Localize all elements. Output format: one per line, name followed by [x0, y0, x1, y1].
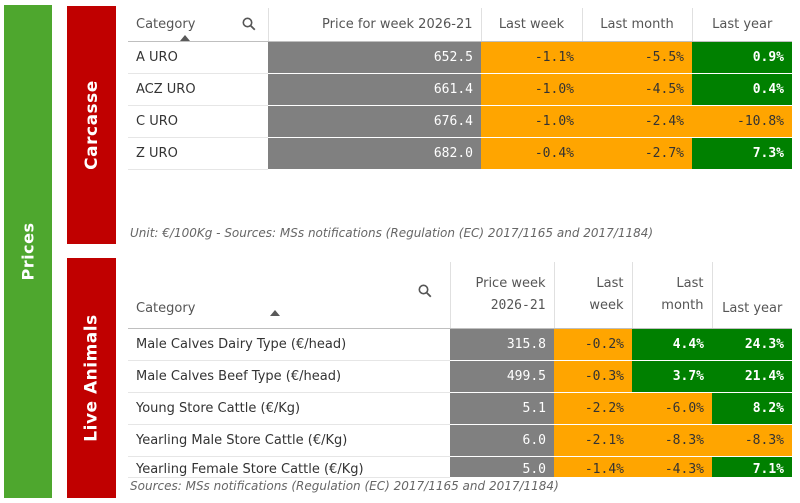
column-header-label: Category: [136, 17, 196, 32]
column-header-last-month[interactable]: Last month: [581, 8, 692, 42]
column-header-last-week-line2: week: [589, 298, 624, 313]
cell-price: 682.0: [268, 137, 481, 170]
cell-last-year: 21.4%: [712, 360, 792, 393]
live-animals-source-note: Sources: MSs notifications (Regulation (…: [130, 479, 559, 493]
carcasse-table: Category Price for week 2026-21 Last wee…: [128, 8, 792, 170]
cell-price: 676.4: [268, 105, 481, 138]
table-row: A URO 652.5 -1.1% -5.5% 0.9%: [128, 41, 792, 74]
section-title-carcasse: Carcasse: [81, 80, 102, 170]
live-animals-table: Category Price week 2026-21 Last week La…: [128, 262, 792, 478]
column-header-last-week-line1: Last: [596, 276, 624, 291]
cell-price: 6.0: [450, 424, 554, 457]
cell-category: Z URO: [128, 137, 268, 170]
sidebar-prices: Prices: [4, 5, 52, 498]
cell-last-week: -0.4%: [481, 137, 582, 170]
table-header-row: Category Price week 2026-21 Last week La…: [128, 262, 792, 329]
table-row: Yearling Female Store Cattle (€/Kg) 5.0 …: [128, 456, 792, 478]
cell-price: 315.8: [450, 328, 554, 361]
cell-last-week: -1.0%: [481, 105, 582, 138]
table-row: ACZ URO 661.4 -1.0% -4.5% 0.4%: [128, 73, 792, 106]
cell-last-month: -2.7%: [582, 137, 692, 170]
sort-ascending-icon: [180, 35, 190, 41]
cell-last-month: -4.3%: [632, 456, 712, 478]
column-header-last-year[interactable]: Last year: [691, 8, 792, 42]
cell-last-month: 4.4%: [632, 328, 712, 361]
section-live-animals: Live Animals: [67, 258, 116, 498]
cell-last-month: 3.7%: [632, 360, 712, 393]
cell-last-month: -8.3%: [632, 424, 712, 457]
column-header-last-week[interactable]: Last week: [480, 8, 582, 42]
cell-price: 5.0: [450, 456, 554, 478]
cell-last-month: -4.5%: [582, 73, 692, 106]
cell-price: 5.1: [450, 392, 554, 425]
sidebar-label: Prices: [18, 222, 38, 281]
cell-category: Young Store Cattle (€/Kg): [128, 392, 450, 425]
search-icon[interactable]: [242, 17, 256, 31]
cell-last-month: -6.0%: [632, 392, 712, 425]
cell-last-week: -2.2%: [554, 392, 632, 425]
cell-last-year: 7.1%: [712, 456, 792, 478]
column-header-category[interactable]: Category: [128, 262, 450, 329]
cell-price: 652.5: [268, 41, 481, 74]
table-row: Male Calves Beef Type (€/head) 499.5 -0.…: [128, 360, 792, 393]
cell-last-month: -5.5%: [582, 41, 692, 74]
column-header-last-month[interactable]: Last month: [631, 262, 712, 329]
table-row: Yearling Male Store Cattle (€/Kg) 6.0 -2…: [128, 424, 792, 457]
table-row: Z URO 682.0 -0.4% -2.7% 7.3%: [128, 137, 792, 170]
table-row: Young Store Cattle (€/Kg) 5.1 -2.2% -6.0…: [128, 392, 792, 425]
cell-last-week: -2.1%: [554, 424, 632, 457]
column-header-last-month-line2: month: [661, 298, 704, 313]
cell-last-month: -2.4%: [582, 105, 692, 138]
cell-last-year: 0.9%: [692, 41, 792, 74]
sort-ascending-icon: [270, 310, 280, 316]
cell-last-year: -8.3%: [712, 424, 792, 457]
cell-last-week: -1.1%: [481, 41, 582, 74]
column-header-price-line1: Price week: [475, 276, 546, 291]
table-row: C URO 676.4 -1.0% -2.4% -10.8%: [128, 105, 792, 138]
column-header-label: Category: [136, 301, 196, 316]
table-row: Male Calves Dairy Type (€/head) 315.8 -0…: [128, 328, 792, 361]
column-header-last-month-line1: Last: [676, 276, 704, 291]
cell-last-week: -0.2%: [554, 328, 632, 361]
table-header-row: Category Price for week 2026-21 Last wee…: [128, 8, 792, 42]
column-header-last-week[interactable]: Last week: [553, 262, 632, 329]
column-header-price[interactable]: Price week 2026-21: [449, 262, 554, 329]
section-carcasse: Carcasse: [67, 6, 116, 244]
cell-category: Male Calves Dairy Type (€/head): [128, 328, 450, 361]
cell-category: Yearling Female Store Cattle (€/Kg): [128, 456, 450, 478]
cell-category: Male Calves Beef Type (€/head): [128, 360, 450, 393]
cell-price: 661.4: [268, 73, 481, 106]
column-header-price[interactable]: Price for week 2026-21: [267, 8, 481, 42]
cell-last-year: 8.2%: [712, 392, 792, 425]
cell-last-week: -1.4%: [554, 456, 632, 478]
cell-last-week: -1.0%: [481, 73, 582, 106]
cell-last-year: 0.4%: [692, 73, 792, 106]
column-header-category[interactable]: Category: [128, 8, 268, 42]
search-icon[interactable]: [418, 284, 432, 298]
column-header-last-year[interactable]: Last year: [711, 262, 792, 329]
cell-category: C URO: [128, 105, 268, 138]
cell-category: Yearling Male Store Cattle (€/Kg): [128, 424, 450, 457]
section-title-live-animals: Live Animals: [81, 314, 102, 442]
column-header-price-line2: 2026-21: [490, 298, 546, 313]
cell-last-year: 7.3%: [692, 137, 792, 170]
cell-last-week: -0.3%: [554, 360, 632, 393]
cell-category: A URO: [128, 41, 268, 74]
carcasse-unit-note: Unit: €/100Kg - Sources: MSs notificatio…: [130, 226, 654, 240]
cell-category: ACZ URO: [128, 73, 268, 106]
cell-price: 499.5: [450, 360, 554, 393]
cell-last-year: -10.8%: [692, 105, 792, 138]
cell-last-year: 24.3%: [712, 328, 792, 361]
